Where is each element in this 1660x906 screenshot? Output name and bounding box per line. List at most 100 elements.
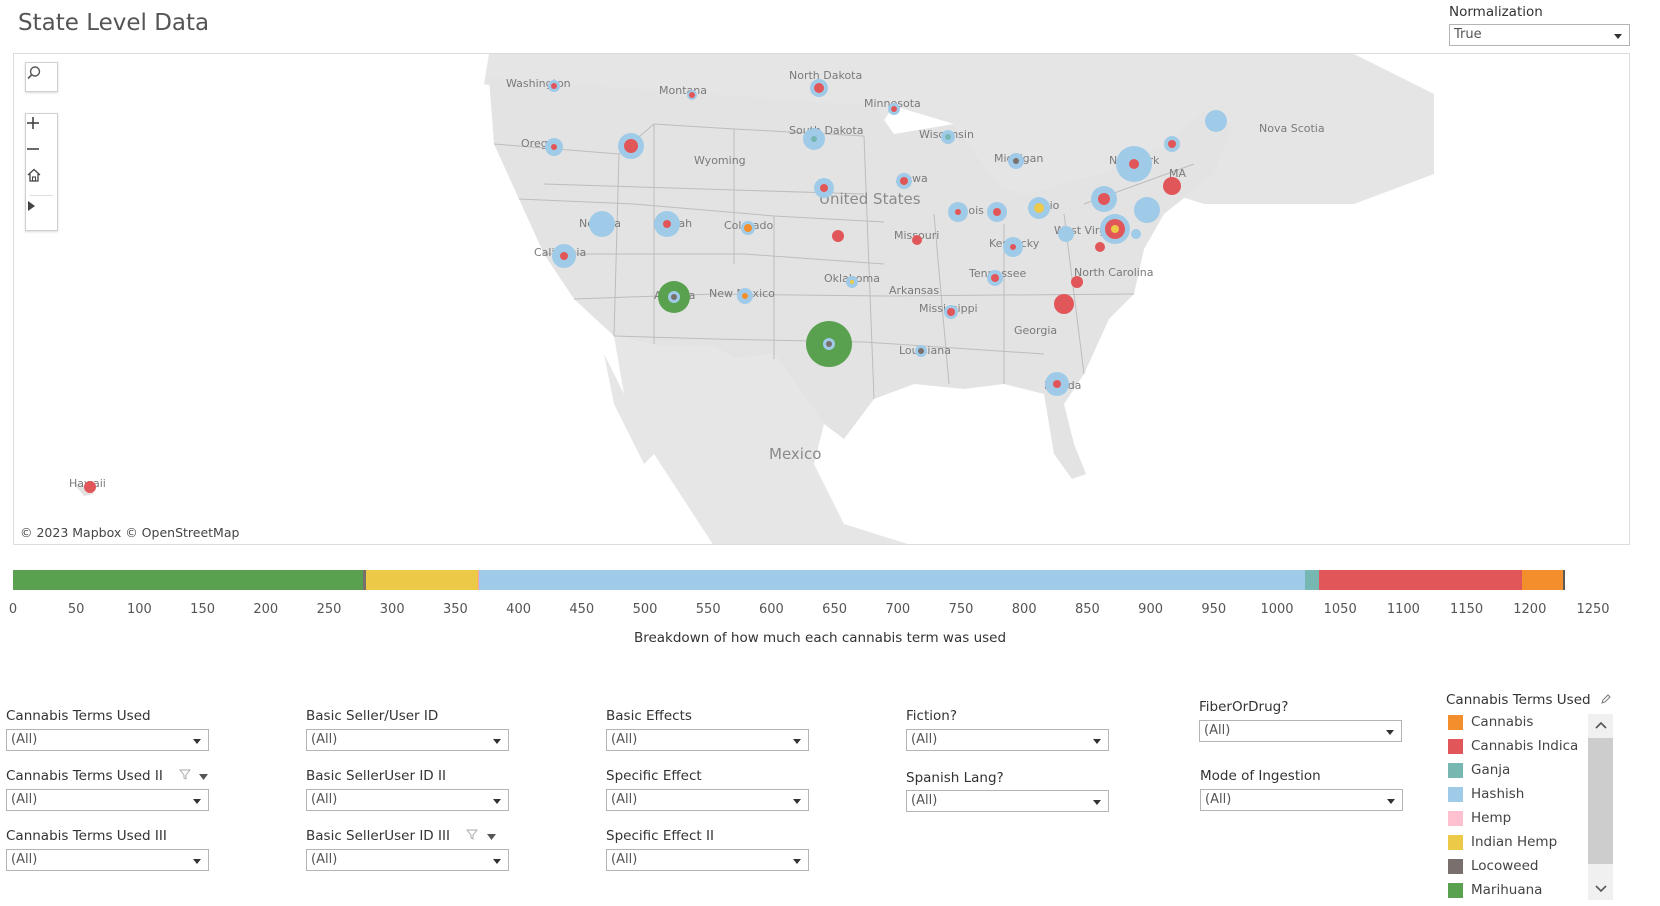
- filter-seller-id[interactable]: (All): [306, 729, 509, 751]
- marker-kansas[interactable]: [832, 230, 844, 242]
- marker-new-york[interactable]: [1116, 146, 1152, 182]
- legend-item-marihuana[interactable]: Marihuana: [1446, 880, 1542, 900]
- funnel-icon[interactable]: [466, 828, 479, 844]
- legend-item-hashish[interactable]: Hashish: [1446, 784, 1524, 804]
- marker-illinois[interactable]: [948, 202, 968, 222]
- bar-segment-marihuana[interactable]: [13, 570, 364, 590]
- bar-segment-hashish[interactable]: [479, 570, 1305, 590]
- state-markers[interactable]: [84, 79, 1227, 493]
- map-view[interactable]: Washington Montana North Dakota Minnesot…: [13, 53, 1630, 545]
- legend-item-indian-hemp[interactable]: Indian Hemp: [1446, 832, 1557, 852]
- marker-nebraska[interactable]: [814, 178, 834, 198]
- marker-colorado[interactable]: [741, 221, 755, 235]
- filter-specific-effect-2[interactable]: (All): [606, 849, 809, 871]
- marker-vermont[interactable]: [1164, 136, 1180, 152]
- reset-home-button[interactable]: [26, 167, 58, 193]
- marker-minnesota[interactable]: [888, 103, 900, 115]
- legend-item-locoweed[interactable]: Locoweed: [1446, 856, 1538, 876]
- caret-down-icon[interactable]: [486, 828, 496, 844]
- marker-north-dakota[interactable]: [810, 79, 828, 97]
- marker-montana[interactable]: [687, 90, 697, 100]
- filter-fiction[interactable]: (All): [906, 729, 1109, 751]
- marker-virginia[interactable]: [1095, 242, 1105, 252]
- map-attribution[interactable]: © 2023 Mapbox © OpenStreetMap: [20, 525, 240, 540]
- marker-washington[interactable]: [548, 80, 560, 92]
- marker-arizona[interactable]: [658, 281, 690, 313]
- zoom-in-button[interactable]: [26, 116, 58, 142]
- marker-utah[interactable]: [654, 211, 680, 237]
- bar-segment-locoweed[interactable]: [363, 570, 366, 590]
- marker-west-virginia[interactable]: [1058, 226, 1074, 242]
- bar-segment-ganja[interactable]: [1304, 570, 1319, 590]
- marker-hawaii[interactable]: [84, 481, 96, 493]
- legend-scrollbar[interactable]: [1588, 714, 1613, 900]
- bar-segment-indian-hemp[interactable]: [365, 570, 479, 590]
- scroll-thumb[interactable]: [1588, 738, 1613, 864]
- marker-massachusetts[interactable]: [1163, 177, 1181, 195]
- legend-item-cannabis-indica[interactable]: Cannabis Indica: [1446, 736, 1578, 756]
- filter-ingestion[interactable]: (All): [1200, 789, 1403, 811]
- legend-item-hemp[interactable]: Hemp: [1446, 808, 1511, 828]
- map-canvas[interactable]: Washington Montana North Dakota Minnesot…: [14, 54, 1630, 545]
- filter-seller-id-3[interactable]: (All): [306, 849, 509, 871]
- axis-tick-label: 1100: [1386, 602, 1420, 617]
- marker-south-carolina[interactable]: [1054, 294, 1074, 314]
- marker-new-mexico[interactable]: [737, 288, 753, 304]
- marker-texas[interactable]: [806, 321, 852, 367]
- marker-pennsylvania[interactable]: [1091, 186, 1117, 212]
- filter-cannabis-terms[interactable]: (All): [6, 729, 209, 751]
- marker-florida[interactable]: [1045, 372, 1069, 396]
- marker-missouri[interactable]: [912, 235, 922, 245]
- filter-specific-effect[interactable]: (All): [606, 789, 809, 811]
- scroll-up-button[interactable]: [1588, 714, 1613, 736]
- scroll-down-button[interactable]: [1588, 878, 1613, 900]
- bar-segment-cannabis-indica[interactable]: [1318, 570, 1523, 590]
- legend-item-cannabis[interactable]: Cannabis: [1446, 712, 1533, 732]
- marker-idaho[interactable]: [618, 133, 644, 159]
- marker-tennessee[interactable]: [987, 270, 1003, 286]
- expand-tools-button[interactable]: [26, 200, 58, 226]
- filter-value: (All): [611, 792, 638, 807]
- marker-north-carolina[interactable]: [1071, 276, 1083, 288]
- filter-basic-effects[interactable]: (All): [606, 729, 809, 751]
- legend-swatch: [1448, 858, 1463, 874]
- chevron-down-icon: [1594, 885, 1607, 893]
- marker-delaware[interactable]: [1131, 229, 1141, 239]
- marker-ohio[interactable]: [1028, 197, 1050, 219]
- legend-label: Marihuana: [1471, 882, 1543, 898]
- marker-indiana[interactable]: [987, 202, 1007, 222]
- filter-value: (All): [911, 732, 938, 747]
- mexico-land: [614, 336, 908, 544]
- marker-oregon[interactable]: [545, 138, 563, 156]
- edit-pencil-icon[interactable]: [1601, 692, 1611, 708]
- caret-down-icon[interactable]: [199, 768, 209, 784]
- filter-cannabis-terms-2[interactable]: (All): [6, 789, 209, 811]
- marker-louisiana[interactable]: [915, 345, 927, 357]
- marker-mississippi[interactable]: [944, 305, 958, 319]
- filter-spanish[interactable]: (All): [906, 790, 1109, 812]
- map-search-button[interactable]: [25, 62, 58, 92]
- bar-segment-other[interactable]: [1562, 570, 1566, 590]
- filter-cannabis-terms-3[interactable]: (All): [6, 849, 209, 871]
- marker-michigan[interactable]: [1008, 153, 1024, 169]
- marker-wisconsin[interactable]: [941, 130, 955, 144]
- filter-fiber-or-drug[interactable]: (All): [1199, 720, 1402, 742]
- marker-maine[interactable]: [1205, 110, 1227, 132]
- bar-segment-hemp[interactable]: [478, 570, 480, 590]
- bar-segment-cannabis[interactable]: [1522, 570, 1563, 590]
- filter-seller-id-2[interactable]: (All): [306, 789, 509, 811]
- marker-california[interactable]: [552, 244, 576, 268]
- marker-new-jersey[interactable]: [1134, 197, 1160, 223]
- filter-label-seller-id-3: Basic SellerUser ID III: [306, 828, 496, 844]
- marker-south-dakota[interactable]: [803, 128, 825, 150]
- legend-item-ganja[interactable]: Ganja: [1446, 760, 1510, 780]
- zoom-out-button[interactable]: [26, 142, 58, 168]
- marker-kentucky[interactable]: [1003, 237, 1023, 257]
- marker-oklahoma[interactable]: [846, 276, 858, 288]
- normalization-dropdown[interactable]: True: [1449, 24, 1630, 46]
- marker-iowa[interactable]: [896, 173, 912, 189]
- legend-title: Cannabis Terms Used: [1446, 692, 1611, 708]
- marker-maryland[interactable]: [1100, 214, 1130, 244]
- funnel-icon[interactable]: [179, 768, 192, 784]
- marker-nevada[interactable]: [589, 211, 615, 237]
